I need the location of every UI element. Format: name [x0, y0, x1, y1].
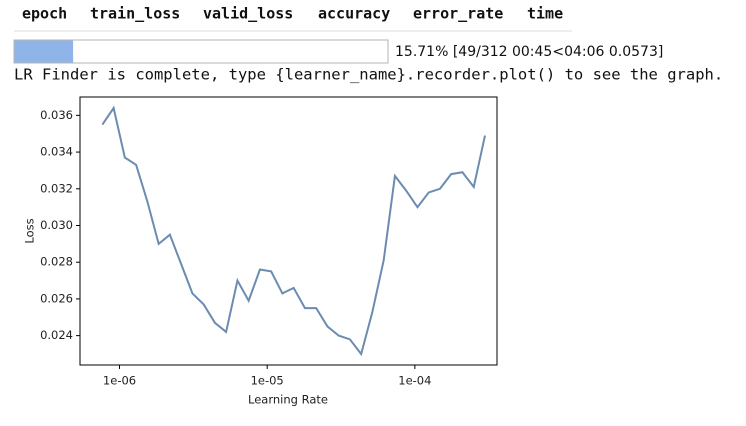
- progress-fill: [14, 40, 74, 63]
- y-tick-label: 0.026: [40, 291, 73, 305]
- x-tick-label: 1e-04: [398, 374, 431, 388]
- plot-frame: [79, 96, 498, 366]
- progress-track: [13, 39, 389, 64]
- column-header: accuracy: [318, 5, 390, 23]
- output-text: LR Finder is complete, type {learner_nam…: [14, 66, 723, 84]
- y-tick-label: 0.024: [40, 328, 73, 342]
- x-axis-label: Learning Rate: [248, 393, 328, 407]
- y-tick-label: 0.030: [40, 218, 73, 232]
- x-tick-label: 1e-05: [251, 374, 284, 388]
- column-header: train_loss: [90, 5, 180, 23]
- column-header: valid_loss: [203, 5, 293, 23]
- column-header: epoch: [22, 5, 67, 23]
- progress-label: 15.71% [49/312 00:45<04:06 0.0573]: [395, 44, 663, 60]
- column-header: error_rate: [413, 5, 503, 23]
- x-tick-label: 1e-06: [103, 374, 136, 388]
- y-tick-label: 0.036: [40, 108, 73, 122]
- column-header: time: [527, 5, 563, 23]
- loss-line: [101, 105, 486, 357]
- y-axis-label: Loss: [23, 218, 37, 243]
- y-tick-label: 0.032: [40, 181, 73, 195]
- y-tick-label: 0.034: [40, 145, 73, 159]
- y-tick-label: 0.028: [40, 255, 73, 269]
